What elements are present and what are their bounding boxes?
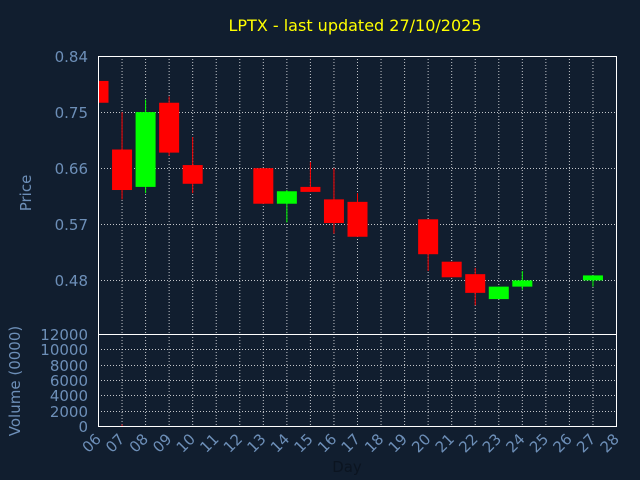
price-tick-label: 0.48: [55, 272, 88, 290]
x-tick-label: 13: [243, 430, 269, 456]
price-tick-labels: 0.84 0.75 0.66 0.57 0.48: [55, 48, 88, 290]
volume-tick-label: 10000: [40, 341, 88, 359]
x-tick-label: 23: [479, 430, 505, 456]
x-tick-label: 24: [502, 430, 528, 456]
volume-tick-label: 4000: [50, 387, 88, 405]
volume-tick-label: 12000: [40, 326, 88, 344]
candles-layer: [98, 80, 603, 306]
candle-body: [112, 149, 133, 191]
candle-body: [465, 274, 486, 293]
x-tick-labels: 0607080910111213141516171819202122232425…: [79, 430, 623, 456]
x-tick-label: 10: [173, 430, 199, 456]
x-tick-label: 09: [149, 430, 175, 456]
x-axis-label: Day: [332, 458, 362, 476]
candle-body: [418, 219, 439, 255]
x-tick-label: 19: [385, 430, 411, 456]
x-tick-label: 18: [361, 430, 387, 456]
volume-axis-label: Volume (0000): [6, 326, 24, 436]
volume-tick-label: 8000: [50, 357, 88, 375]
x-tick-label: 21: [432, 430, 458, 456]
x-tick-label: 22: [455, 430, 481, 456]
candle-body: [441, 261, 462, 278]
x-tick-label: 27: [573, 430, 599, 456]
candle-body: [253, 168, 274, 204]
price-tick-label: 0.75: [55, 104, 88, 122]
candle-body: [159, 102, 180, 153]
candle-body: [98, 80, 109, 103]
x-tick-label: 07: [102, 430, 128, 456]
x-tick-label: 11: [196, 430, 222, 456]
x-tick-label: 25: [526, 430, 552, 456]
candle-body: [512, 280, 533, 287]
volume-tick-label: 2000: [50, 403, 88, 421]
candle-body: [135, 112, 156, 187]
candle-body: [347, 201, 368, 237]
x-tick-label: 14: [267, 430, 293, 456]
x-tick-label: 12: [220, 430, 246, 456]
x-tick-label: 08: [126, 430, 152, 456]
candle-body: [582, 275, 603, 281]
volume-grid: [98, 334, 617, 427]
candle-body: [182, 165, 203, 184]
plot-frames: [98, 56, 617, 427]
volume-plot-frame: [98, 334, 617, 427]
candle-body: [488, 286, 509, 300]
price-tick-label: 0.84: [55, 48, 88, 66]
x-tick-label: 17: [338, 430, 364, 456]
volume-tick-label: 6000: [50, 372, 88, 390]
candle-body: [323, 199, 344, 224]
x-tick-label: 28: [597, 430, 623, 456]
x-tick-label: 20: [408, 430, 434, 456]
volume-tick-label: 0: [78, 418, 88, 436]
x-tick-label: 15: [291, 430, 317, 456]
candle-body: [276, 191, 297, 204]
price-tick-label: 0.57: [55, 216, 88, 234]
x-tick-label: 26: [550, 430, 576, 456]
chart-title: LPTX - last updated 27/10/2025: [228, 16, 481, 35]
price-axis-label: Price: [17, 175, 35, 212]
candle-body: [300, 186, 321, 192]
x-tick-label: 16: [314, 430, 340, 456]
price-tick-label: 0.66: [55, 160, 88, 178]
